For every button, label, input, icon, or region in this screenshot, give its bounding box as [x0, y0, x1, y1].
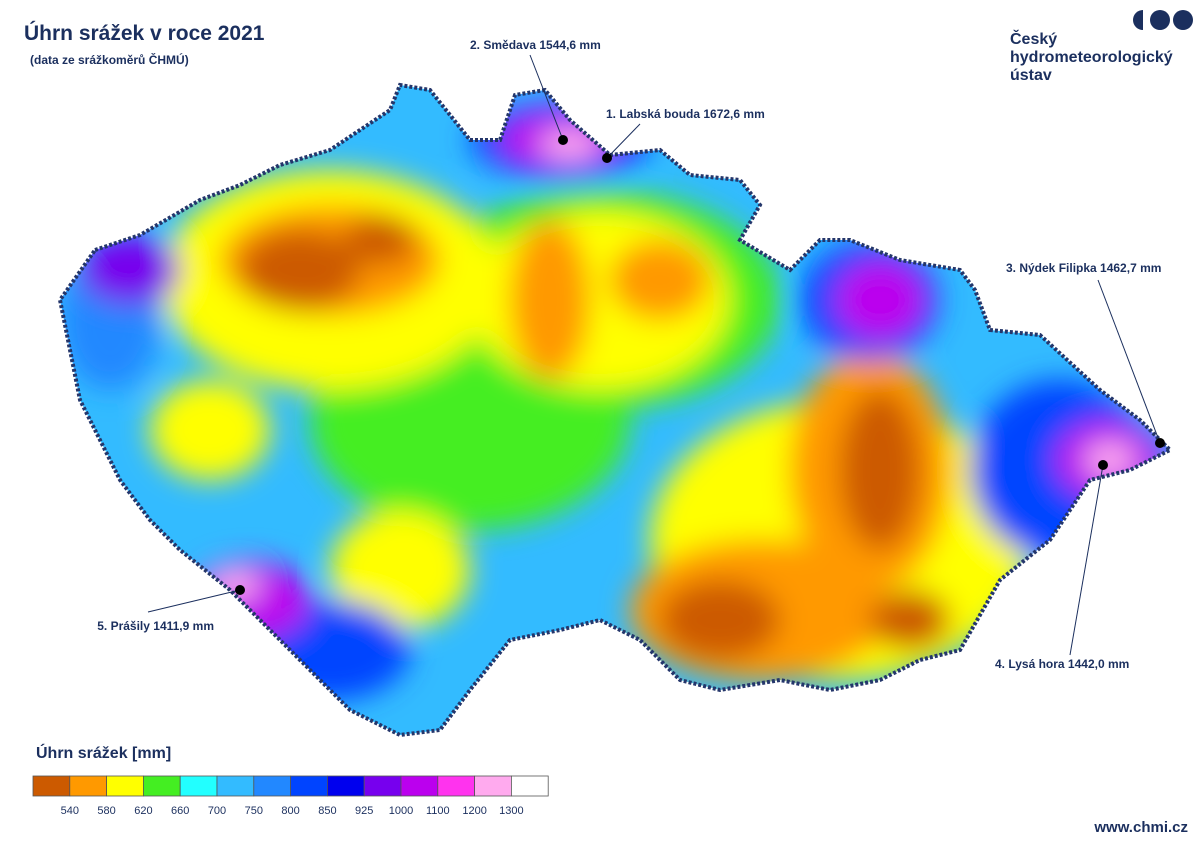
legend-tick-label: 660 [171, 805, 189, 817]
station-point [558, 135, 568, 145]
leader-line [147, 589, 241, 613]
station-label: 1. Labská bouda 1672,6 mm [606, 107, 765, 121]
website-url: www.chmi.cz [1093, 819, 1188, 836]
legend-tick-label: 1300 [499, 805, 523, 817]
legend-swatch [510, 775, 549, 797]
legend-swatch [290, 775, 328, 797]
legend-swatch [253, 775, 292, 797]
station-label: 2. Smědava 1544,6 mm [470, 38, 601, 52]
leader-line [606, 123, 641, 159]
legend-swatch [142, 775, 181, 797]
legend-tick-label: 700 [208, 805, 226, 817]
legend-swatch [69, 775, 108, 797]
logo-mark [1150, 10, 1170, 30]
station-label: 5. Prášily 1411,9 mm [97, 619, 214, 633]
logo-text: ústav [1010, 67, 1052, 84]
legend-tick-label: 800 [281, 805, 299, 817]
legend-tick-label: 925 [355, 805, 373, 817]
legend-tick-label: 540 [61, 805, 79, 817]
legend-swatch [363, 775, 402, 797]
legend-tick-label: 620 [134, 805, 152, 817]
legend-swatch [400, 775, 439, 797]
legend-swatch [32, 775, 71, 797]
leader-line [1069, 464, 1104, 656]
map-subtitle: (data ze srážkoměrů ČHMÚ) [30, 52, 189, 67]
map-title: Úhrn srážek v roce 2021 [24, 21, 265, 45]
logo-text: hydrometeorologický [1010, 49, 1173, 66]
legend-swatch [437, 775, 475, 797]
legend-tick-label: 750 [245, 805, 263, 817]
station-point [1155, 438, 1165, 448]
leader-line [1097, 279, 1161, 444]
legend-swatch [179, 775, 218, 797]
station-point [602, 153, 612, 163]
legend-swatch [474, 775, 512, 797]
legend-title: Úhrn srážek [mm] [36, 743, 171, 762]
station-label: 4. Lysá hora 1442,0 mm [995, 657, 1129, 671]
logo-mark [1173, 10, 1193, 30]
legend-tick-label: 850 [318, 805, 336, 817]
logo-mark [1133, 10, 1143, 30]
legend-tick-label: 580 [97, 805, 115, 817]
station-point [1098, 460, 1108, 470]
legend-tick-label: 1100 [426, 805, 450, 817]
legend-tick-label: 1200 [462, 805, 486, 817]
legend-swatch [326, 775, 365, 797]
legend-tick-label: 1000 [389, 805, 413, 817]
leader-line [529, 54, 564, 141]
legend-swatch [216, 775, 255, 797]
logo: Český hydrometeorologický ústav [1010, 10, 1193, 84]
station-point [235, 585, 245, 595]
station-label: 3. Nýdek Filipka 1462,7 mm [1006, 261, 1161, 275]
logo-text: Český [1010, 29, 1057, 48]
legend-swatch [106, 775, 144, 797]
